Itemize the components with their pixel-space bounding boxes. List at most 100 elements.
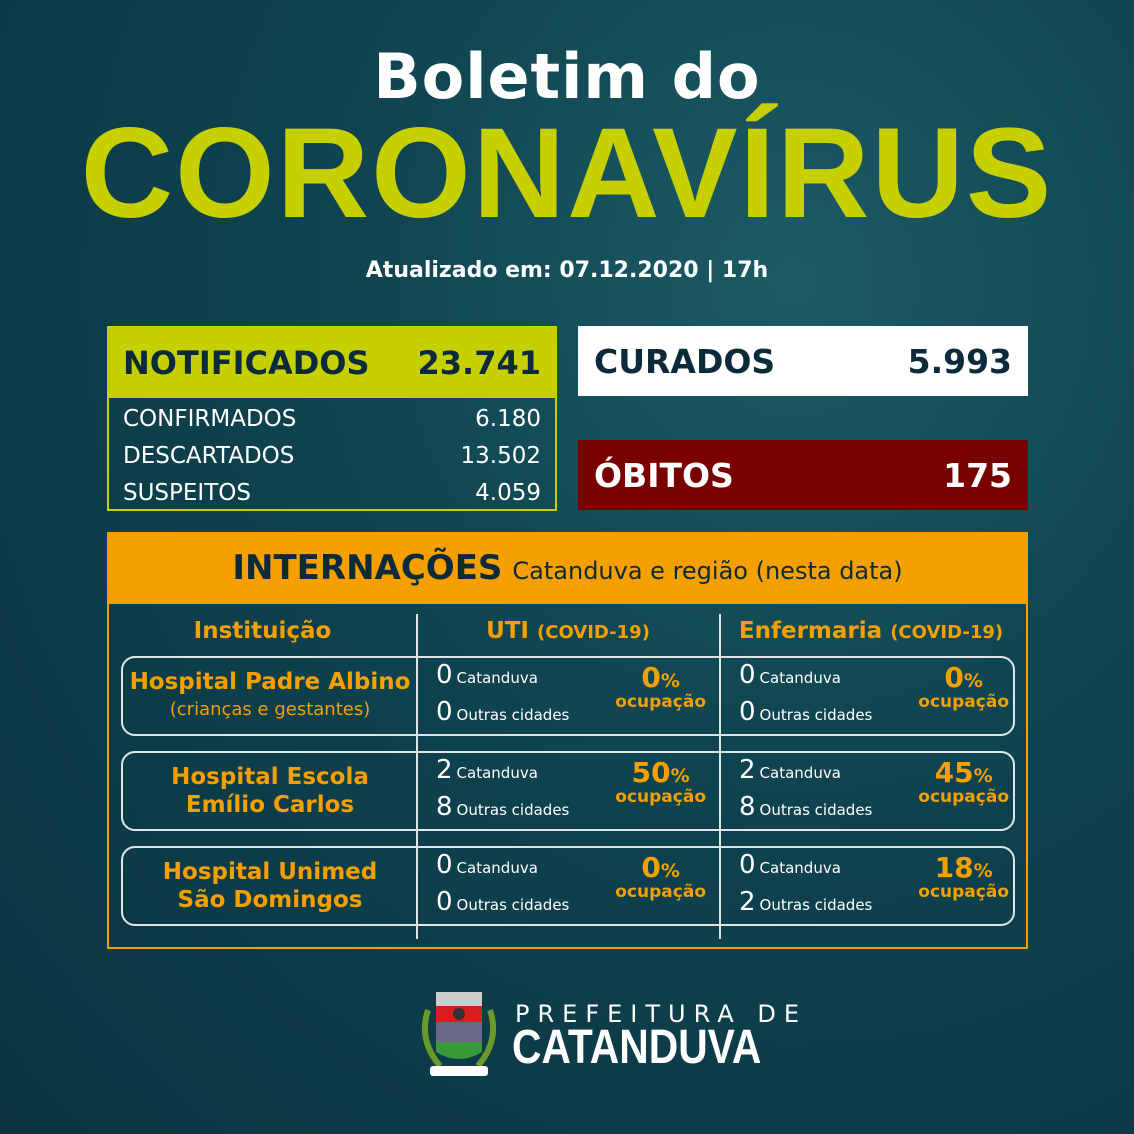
count: 0 — [739, 697, 756, 727]
count-label: Catanduva — [759, 669, 841, 687]
hospital-name-cell: Hospital Padre Albino (crianças e gestant… — [123, 658, 417, 734]
notificados-panel: NOTIFICADOS 23.741 CONFIRMADOS 6.180 DESCA… — [107, 326, 557, 511]
occupancy-label: ocupação — [918, 787, 1009, 807]
hospital-row: Hospital Unimed São Domingos 0 Catanduva 0 Ou… — [121, 846, 1015, 926]
count-label: Catanduva — [456, 764, 538, 782]
count: 8 — [436, 792, 453, 822]
row-value: 13.502 — [460, 442, 541, 469]
count-label: Outras cidades — [759, 706, 873, 724]
count: 2 — [436, 755, 453, 785]
obitos-label: ÓBITOS — [594, 455, 734, 495]
title-line2: CORONAVÍRUS — [80, 102, 1054, 245]
occupancy-label: ocupação — [615, 787, 706, 807]
hospital-note: (crianças e gestantes) — [169, 699, 371, 720]
notificados-value: 23.741 — [417, 344, 541, 382]
count: 2 — [739, 887, 756, 917]
count-label: Catanduva — [759, 859, 841, 877]
count: 0 — [436, 850, 453, 880]
col-suffix: (COVID-19) — [537, 622, 650, 643]
row-value: 4.059 — [475, 479, 541, 506]
count-label: Outras cidades — [759, 896, 873, 914]
enf-cell: 0 Catanduva 2 Outras cidades 18% ocupação — [723, 848, 1023, 924]
title-line1: Boletim do — [373, 40, 761, 113]
count: 0 — [739, 850, 756, 880]
outras-count: 0 Outras cidades — [436, 697, 569, 727]
occupancy: 0% ocupação — [615, 664, 706, 713]
hospital-row: Hospital Escola Emílio Carlos 2 Catanduva 8 O… — [121, 751, 1015, 831]
col-header-instituicao: Instituição — [193, 618, 332, 644]
row-label: DESCARTADOS — [123, 442, 295, 469]
count-label: Catanduva — [456, 669, 538, 687]
count: 2 — [739, 755, 756, 785]
uti-cell: 0 Catanduva 0 Outras cidades 0% ocupação — [420, 658, 720, 734]
curados-panel: CURADOS 5.993 — [578, 326, 1028, 396]
catanduva-count: 0 Catanduva — [739, 850, 841, 880]
outras-count: 0 Outras cidades — [436, 887, 569, 917]
obitos-panel: ÓBITOS 175 — [578, 440, 1028, 510]
occupancy-label: ocupação — [615, 692, 706, 712]
outras-count: 2 Outras cidades — [739, 887, 872, 917]
occupancy: 50% ocupação — [615, 759, 706, 808]
count-label: Catanduva — [759, 764, 841, 782]
percent-sign: % — [660, 860, 680, 882]
occupancy: 18% ocupação — [918, 854, 1009, 903]
occupancy-value: 0 — [641, 851, 661, 884]
percent-sign: % — [670, 765, 690, 787]
col-header-uti: UTI (COVID-19) — [418, 618, 718, 644]
occupancy: 0% ocupação — [615, 854, 706, 903]
occupancy-value: 0 — [641, 661, 661, 694]
occupancy-value: 18 — [934, 851, 974, 884]
count-label: Outras cidades — [456, 896, 570, 914]
hospital-name-line2: São Domingos — [177, 887, 363, 913]
occupancy-label: ocupação — [918, 692, 1009, 712]
notificados-label: NOTIFICADOS — [123, 344, 370, 382]
count: 0 — [436, 660, 453, 690]
count-label: Outras cidades — [759, 801, 873, 819]
hospital-name: Hospital Padre Albino — [129, 669, 411, 695]
col-header-enfermaria: Enfermaria (COVID-19) — [721, 618, 1021, 644]
col-label: Enfermaria — [738, 618, 883, 644]
occupancy-value: 45 — [934, 756, 974, 789]
col-suffix: (COVID-19) — [890, 622, 1004, 643]
percent-sign: % — [973, 765, 993, 787]
column-divider — [719, 614, 721, 939]
hospital-name: Hospital Escola — [171, 764, 369, 790]
percent-sign: % — [660, 670, 680, 692]
catanduva-count: 0 Catanduva — [436, 660, 538, 690]
count-label: Outras cidades — [456, 706, 570, 724]
occupancy-label: ocupação — [615, 882, 706, 902]
catanduva-count: 0 Catanduva — [436, 850, 538, 880]
count: 8 — [739, 792, 756, 822]
occupancy-label: ocupação — [918, 882, 1009, 902]
obitos-value: 175 — [943, 455, 1012, 495]
column-divider — [416, 614, 418, 939]
hospital-name-cell: Hospital Escola Emílio Carlos — [123, 753, 417, 829]
footer-line2: CATANDUVA — [512, 1021, 762, 1074]
enf-cell: 0 Catanduva 0 Outras cidades 0% ocupação — [723, 658, 1023, 734]
col-label: UTI — [486, 618, 529, 644]
uti-cell: 2 Catanduva 8 Outras cidades 50% ocupação — [420, 753, 720, 829]
count-label: Catanduva — [456, 859, 538, 877]
catanduva-crest-logo — [422, 992, 496, 1076]
row-value: 6.180 — [475, 405, 541, 432]
uti-cell: 0 Catanduva 0 Outras cidades 0% ocupação — [420, 848, 720, 924]
catanduva-count: 2 Catanduva — [739, 755, 841, 785]
internacoes-panel: INTERNAÇÕES Catanduva e região (nesta dat… — [107, 532, 1028, 949]
catanduva-count: 2 Catanduva — [436, 755, 538, 785]
outras-count: 8 Outras cidades — [739, 792, 872, 822]
count: 0 — [436, 697, 453, 727]
occupancy: 0% ocupação — [918, 664, 1009, 713]
hospital-name-line2: Emílio Carlos — [185, 792, 355, 818]
catanduva-count: 0 Catanduva — [739, 660, 841, 690]
hospital-name-cell: Hospital Unimed São Domingos — [123, 848, 417, 924]
internacoes-title: INTERNAÇÕES — [232, 548, 503, 588]
count: 0 — [436, 887, 453, 917]
notificados-row: DESCARTADOS 13.502 — [109, 437, 555, 474]
enf-cell: 2 Catanduva 8 Outras cidades 45% ocupação — [723, 753, 1023, 829]
notificados-row: SUSPEITOS 4.059 — [109, 474, 555, 511]
occupancy-value: 50 — [631, 756, 671, 789]
percent-sign: % — [973, 860, 993, 882]
notificados-row: CONFIRMADOS 6.180 — [109, 400, 555, 437]
curados-label: CURADOS — [594, 341, 776, 381]
hospital-row: Hospital Padre Albino (crianças e gestant… — [121, 656, 1015, 736]
